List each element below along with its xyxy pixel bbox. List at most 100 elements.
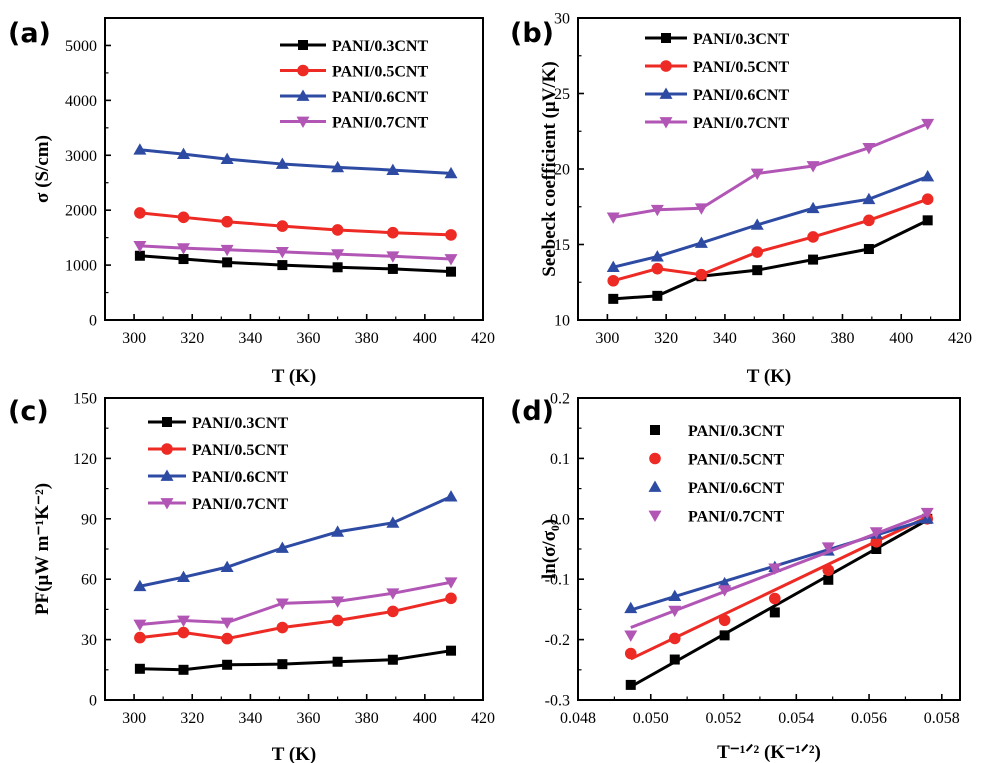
panel-a-pani-0-7cnt-point (133, 240, 147, 253)
panel-d-pani-0-7cnt-point (920, 507, 934, 520)
panel-b-pani-0-5cnt-point (751, 246, 764, 258)
panel-d-legend: PANI/0.3CNT PANI/0.5CNT PANI/0.6CNT PANI/0.… (648, 423, 784, 526)
panel-a-legend-marker (296, 116, 310, 128)
panel-b-pani-0-5cnt-point (695, 268, 708, 281)
panel-a-x-tick-label: 380 (355, 330, 379, 347)
panel-a-x-tick-label: 320 (180, 330, 204, 347)
panel-d-legend-marker (648, 510, 662, 522)
panel-b-pani-0-7cnt-point (694, 203, 708, 215)
panel-a: (a) 300 320 340 360 380 400 420 0 1000 2000 3000 400… (8, 17, 495, 387)
panel-b-pani-0-3cnt-point (922, 215, 933, 226)
panel-c-pani-0-5cnt-point (221, 632, 233, 645)
panel-c-x-tick-label: 340 (238, 710, 262, 727)
panel-b-pani-0-7cnt-point (921, 118, 935, 131)
panel-b-pani-0-3cnt-point (752, 265, 763, 276)
panel-c-y-tick-label: 60 (81, 572, 97, 589)
panel-d-pani-0-5cnt-point (870, 535, 883, 548)
panel-d-y-tick-label: 0.2 (550, 391, 570, 408)
panel-b-legend: PANI/0.3CNT PANI/0.5CNT PANI/0.6CNT PANI/0.… (645, 31, 789, 132)
panel-b-pani-0-5cnt-point (807, 231, 819, 243)
panel-d-y-tick-label: 0.1 (550, 451, 570, 468)
panel-b-pani-0-6cnt-line (612, 175, 929, 269)
panel-c-y-axis-label: PF(μW m⁻¹K⁻²) (32, 483, 53, 615)
panel-c-legend-marker (160, 498, 174, 510)
panel-a-x-tick-label: 300 (122, 330, 146, 347)
panel-d-pani-0-3cnt-point (769, 607, 780, 618)
panel-a-legend-label: PANI/0.7CNT (332, 115, 428, 132)
panel-a-pani-0-3cnt-point (178, 254, 189, 265)
panel-a-pani-0-7cnt-point (275, 247, 289, 259)
panel-c-pani-0-5cnt-series (134, 592, 457, 645)
panel-a-pani-0-6cnt-series (133, 143, 458, 179)
panel-b-x-tick-label: 320 (654, 330, 678, 347)
panel-d-legend-marker (650, 425, 660, 435)
panel-a-y-tick-label: 1000 (65, 258, 97, 275)
panel-c-legend-item: PANI/0.7CNT (148, 496, 288, 513)
panel-b-pani-0-5cnt-point (651, 262, 664, 275)
panel-d-x-tick-label: 0.058 (924, 710, 960, 727)
panel-b-x-tick-label: 300 (595, 330, 619, 347)
panel-a-legend-marker (298, 40, 308, 50)
panel-c-pani-0-6cnt-line (139, 495, 452, 588)
panel-a-legend-item: PANI/0.5CNT (280, 64, 428, 81)
panel-c-pani-0-7cnt-point (331, 596, 345, 608)
panel-a-pani-0-6cnt-point (220, 152, 234, 164)
panel-b-pani-0-6cnt-series (606, 170, 935, 273)
panel-d-pani-0-6cnt-point (624, 601, 638, 614)
panel-a-pani-0-7cnt-point (331, 249, 345, 261)
panel-c-pani-0-6cnt-series (133, 490, 458, 592)
panel-c-legend-item: PANI/0.6CNT (148, 469, 288, 486)
panel-d-y-tick-label: -0.2 (545, 632, 570, 649)
panel-b-pani-0-3cnt-point (863, 244, 874, 255)
panel-a-x-axis-label: T (K) (272, 366, 317, 387)
panel-b-legend-item: PANI/0.6CNT (645, 87, 789, 104)
panel-d-pani-0-3cnt-point (669, 654, 680, 665)
panel-b-pani-0-3cnt-point (808, 254, 819, 265)
panel-b-pani-0-5cnt-point (863, 214, 875, 227)
panel-c-legend-marker (161, 443, 173, 455)
panel-c-label: (c) (8, 396, 49, 427)
panel-d-pani-0-7cnt-point (768, 563, 782, 575)
panel-d-legend-label: PANI/0.5CNT (688, 452, 784, 469)
panel-a-x-tick-label: 420 (471, 330, 495, 347)
panel-c-y-tick-label: 120 (73, 451, 97, 468)
panel-d-legend-label: PANI/0.7CNT (688, 509, 784, 526)
panel-d-pani-0-3cnt-point (719, 630, 730, 641)
panel-c-pani-0-3cnt-point (446, 645, 457, 656)
panel-c-pani-0-3cnt-point (332, 656, 343, 667)
panel-c-pani-0-6cnt-point (133, 579, 147, 592)
panel-c-x-axis-label: T (K) (272, 744, 317, 763)
panel-b-y-axis-label: Seebeck coefficient (μV/K) (539, 61, 560, 276)
panel-c-pani-0-3cnt-point (387, 654, 398, 665)
panel-c-y-tick-label: 150 (73, 391, 97, 408)
panel-d-pani-0-6cnt-point (668, 589, 682, 601)
panel-b-pani-0-6cnt-point (606, 260, 620, 273)
panel-c-legend-item: PANI/0.5CNT (148, 442, 288, 459)
panel-a-pani-0-5cnt-point (331, 224, 344, 236)
panel-a-pani-0-6cnt-point (133, 143, 147, 155)
panel-a-legend-item: PANI/0.6CNT (280, 89, 428, 106)
panel-c-legend: PANI/0.3CNT PANI/0.5CNT PANI/0.6CNT PANI/0.… (148, 415, 288, 513)
panel-a-y-tick-label: 2000 (65, 203, 97, 220)
panel-b-pani-0-6cnt-point (750, 218, 764, 230)
panel-b-legend-item: PANI/0.5CNT (645, 59, 789, 76)
panel-a-legend-marker (297, 64, 309, 77)
panel-b-legend-label: PANI/0.3CNT (693, 31, 789, 48)
panel-b-x-tick-label: 380 (830, 330, 854, 347)
panel-b-legend-marker (660, 60, 672, 72)
panel-a-pani-0-3cnt-point (332, 262, 343, 273)
panel-a-pani-0-5cnt-point (276, 220, 289, 232)
panel-d-legend-label: PANI/0.3CNT (688, 423, 784, 440)
panel-d-x-tick-label: 0.054 (778, 710, 814, 727)
panel-a-pani-0-6cnt-point (177, 147, 191, 160)
panel-c-pani-0-7cnt-point (133, 619, 147, 631)
panel-a-pani-0-3cnt-series (134, 250, 457, 277)
panel-a-pani-0-3cnt-point (222, 257, 233, 268)
panel-d-pani-0-5cnt-point (822, 564, 835, 576)
panel-d-legend-item: PANI/0.6CNT (648, 480, 784, 497)
panel-c-pani-0-3cnt-point (222, 659, 233, 670)
panel-d-x-tick-label: 0.056 (851, 710, 887, 727)
panel-c-legend-label: PANI/0.7CNT (192, 496, 288, 513)
panel-a-legend-label: PANI/0.6CNT (332, 89, 428, 106)
panel-a-y-tick-label: 3000 (65, 148, 97, 165)
